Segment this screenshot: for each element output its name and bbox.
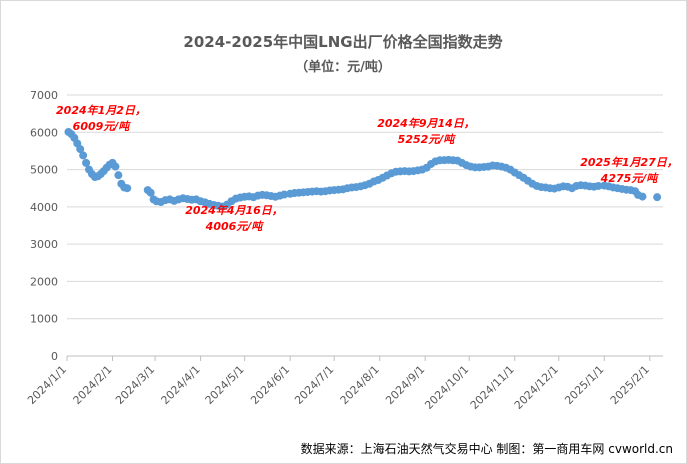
x-tick-label: 2024/9/1 [383, 363, 427, 407]
chart-title: 2024-2025年中国LNG出厂价格全国指数走势 [183, 33, 502, 51]
chart-subtitle: （单位：元/吨） [295, 59, 391, 75]
annotation-label: 2024年1月2日， [56, 104, 146, 117]
x-tick-label: 2024/6/1 [248, 363, 292, 407]
y-tick-label: 4000 [30, 201, 58, 214]
annotation-label: 6009元/吨 [73, 120, 132, 133]
y-tick-label: 6000 [30, 126, 58, 139]
annotation-label: 2024年4月16日， [185, 204, 283, 217]
x-tick-label: 2024/5/1 [203, 363, 247, 407]
x-tick-label: 2024/11/1 [468, 363, 517, 412]
x-tick-label: 2024/4/1 [159, 363, 203, 407]
x-tick-label: 2024/1/1 [25, 363, 69, 407]
data-point [111, 162, 120, 171]
data-point [653, 193, 662, 202]
data-point [79, 151, 88, 160]
data-point [123, 184, 132, 193]
annotation-label: 4275元/吨 [600, 172, 660, 185]
data-point [146, 188, 155, 197]
data-point [280, 190, 289, 199]
x-tick-label: 2025/2/1 [608, 363, 652, 407]
annotation-label: 2024年9月14日， [377, 117, 475, 130]
data-point [594, 181, 603, 190]
annotation-label: 2025年1月27日， [580, 156, 678, 169]
data-point [638, 192, 647, 201]
data-point [114, 171, 123, 180]
x-tick-label: 2024/10/1 [422, 363, 471, 412]
y-tick-label: 5000 [30, 164, 58, 177]
x-tick-label: 2024/8/1 [338, 363, 382, 407]
y-tick-label: 7000 [30, 89, 58, 102]
x-tick-label: 2024/2/1 [71, 363, 115, 407]
data-point [82, 158, 91, 167]
y-tick-label: 2000 [30, 275, 58, 288]
annotation-label: 5252元/吨 [398, 133, 457, 146]
y-tick-label: 3000 [30, 238, 58, 251]
x-tick-label: 2025/1/1 [562, 363, 606, 407]
y-tick-label: 0 [51, 350, 58, 363]
x-tick-label: 2024/3/1 [113, 363, 157, 407]
x-tick-label: 2024/7/1 [292, 363, 336, 407]
annotation-label: 4006元/吨 [205, 220, 265, 233]
y-tick-label: 1000 [30, 313, 58, 326]
data-source-note: 数据来源：上海石油天然气交易中心 制图：第一商用车网 cvworld.cn [301, 441, 673, 456]
data-point [76, 145, 85, 154]
x-tick-label: 2024/12/1 [512, 363, 561, 412]
